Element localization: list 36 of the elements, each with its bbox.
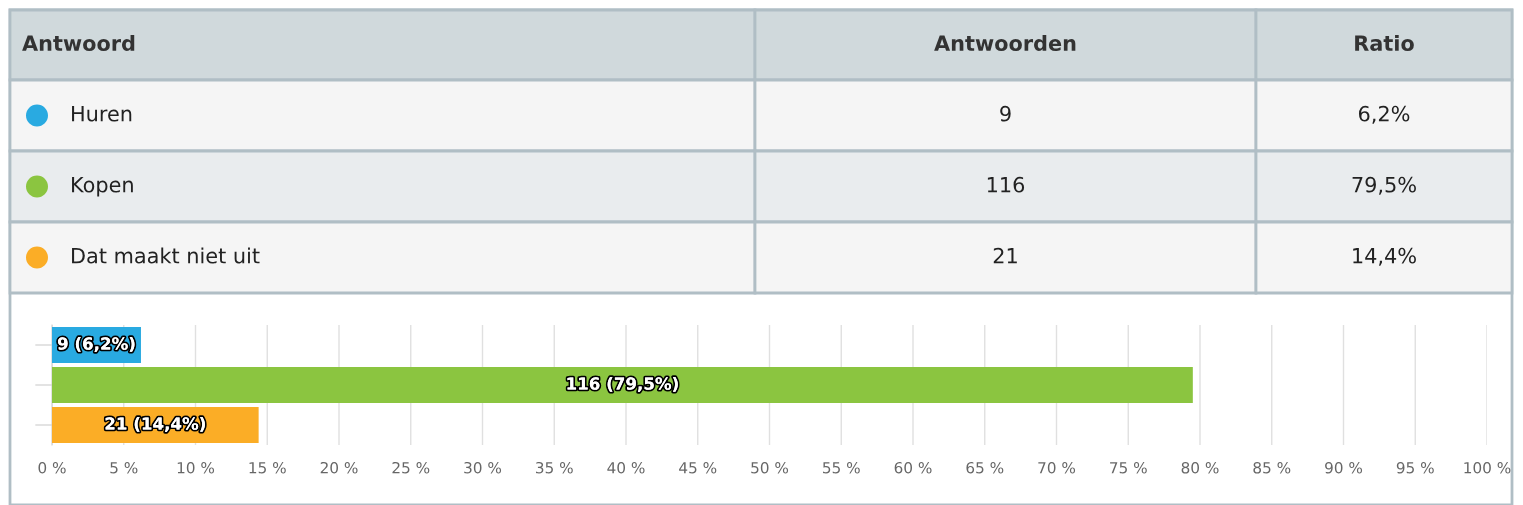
legend-label: Dat maakt niet uit	[72, 247, 260, 264]
x-tick-label: 30 %	[464, 461, 502, 474]
text: Antwoord	[22, 34, 135, 52]
text: Antwoorden	[934, 34, 1076, 52]
x-tick-label: 20 %	[320, 461, 358, 474]
text: 116	[987, 176, 1025, 193]
x-tick-label: 80 %	[1181, 461, 1219, 474]
x-tick-label: 0 %	[38, 461, 66, 474]
x-tick-label: 50 %	[751, 461, 789, 474]
legend-label: Huren	[72, 106, 132, 122]
x-tick-label: 45 %	[679, 461, 717, 474]
x-tick-label: 10 %	[177, 461, 215, 474]
x-tick-label: 85 %	[1253, 461, 1291, 474]
x-tick-label: 60 %	[894, 461, 932, 474]
x-tick-label: 15 %	[249, 461, 286, 474]
text: 6,2%	[1358, 105, 1410, 124]
text: 79,5%	[1352, 176, 1416, 195]
text: Ratio	[1355, 34, 1414, 52]
data-label: 9 (6,2%)	[57, 336, 135, 352]
legend-label: Kopen	[72, 177, 133, 197]
x-tick-label: 5 %	[110, 461, 138, 474]
text: 21	[993, 247, 1017, 264]
x-tick-label: 70 %	[1038, 461, 1076, 474]
x-tick-label: 35 %	[536, 461, 573, 474]
x-tick-label: 75 %	[1110, 461, 1147, 474]
x-tick-label: 40 %	[607, 461, 645, 474]
data-label: 116 (79,5%)	[567, 376, 678, 392]
x-tick-label: 65 %	[966, 461, 1004, 474]
x-tick-label: 25 %	[392, 461, 430, 474]
x-tick-label: 95 %	[1396, 461, 1434, 474]
text: 14,4%	[1353, 247, 1416, 266]
x-tick-label: 90 %	[1325, 461, 1363, 474]
text: 9	[1000, 105, 1011, 122]
data-label: 21 (14,4%)	[105, 416, 205, 432]
x-tick-label: 100 %	[1464, 461, 1511, 474]
x-tick-label: 55 %	[823, 461, 860, 474]
